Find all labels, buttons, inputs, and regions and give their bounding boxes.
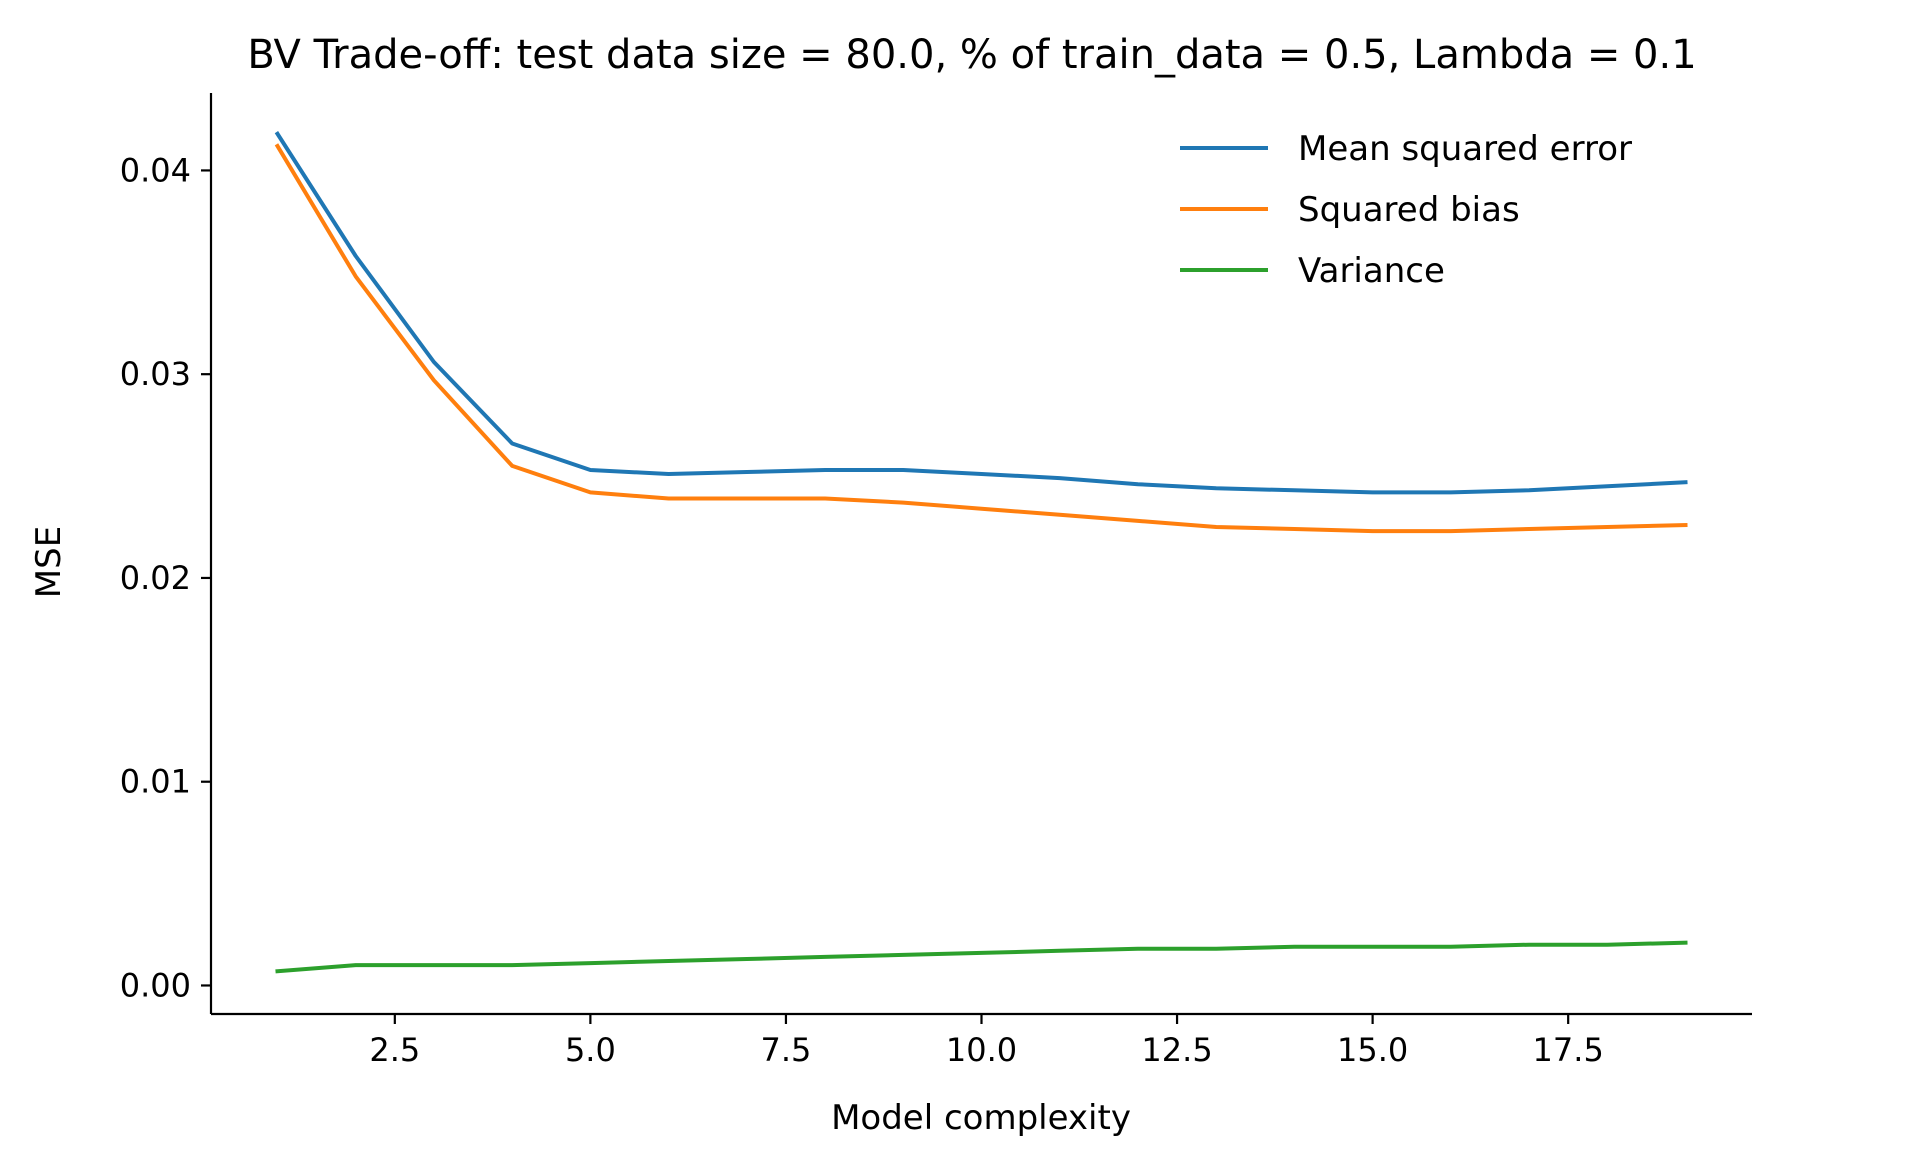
y-tick-label: 0.02 [120,559,191,597]
y-tick-label: 0.04 [120,151,191,189]
legend: Mean squared error Squared bias Variance [1180,129,1632,291]
legend-label-2: Variance [1298,251,1445,291]
series-line-1 [274,143,1688,534]
plot-area [274,131,1688,974]
y-axis-label: MSE [29,526,69,598]
x-tick-label: 2.5 [369,1031,420,1069]
x-axis-ticks: 2.5 5.0 7.5 10.0 12.5 15.0 17.5 [369,1014,1604,1069]
x-tick-label: 12.5 [1141,1031,1212,1069]
y-tick-label: 0.01 [120,763,191,801]
series-line-0 [274,131,1688,495]
legend-label-1: Squared bias [1298,190,1520,230]
x-tick-label: 17.5 [1533,1031,1604,1069]
x-tick-label: 15.0 [1337,1031,1408,1069]
y-tick-label: 0.00 [120,966,191,1004]
x-tick-label: 10.0 [946,1031,1017,1069]
series-line-2 [275,940,1688,974]
x-tick-label: 7.5 [760,1031,811,1069]
legend-label-0: Mean squared error [1298,129,1632,169]
x-axis-label: Model complexity [831,1098,1131,1138]
y-axis-ticks: 0.00 0.01 0.02 0.03 0.04 [120,151,211,1004]
y-tick-label: 0.03 [120,355,191,393]
x-tick-label: 5.0 [565,1031,616,1069]
chart-title: BV Trade-off: test data size = 80.0, % o… [247,32,1696,78]
